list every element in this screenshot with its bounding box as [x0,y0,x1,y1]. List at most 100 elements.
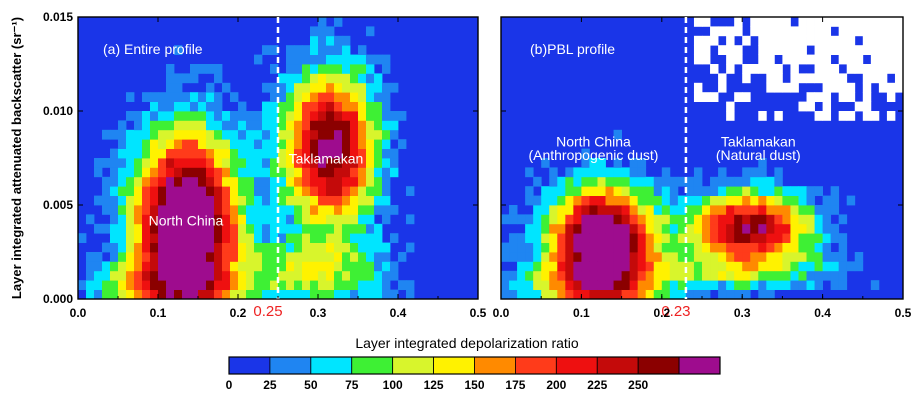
heatmap-cell [158,280,167,290]
heatmap-cell [318,82,327,93]
heatmap-cell [350,214,359,225]
heatmap-cell [326,195,335,206]
heatmap-cell [342,289,351,300]
heatmap-cell [150,205,159,215]
heatmap-cell [134,252,143,262]
heatmap-cell [174,148,183,159]
heatmap-cell [358,186,367,196]
no-data-cell [814,45,823,55]
no-data-cell [790,54,799,65]
heatmap-cell [693,270,703,281]
heatmap-cell [358,233,367,243]
no-data-cell [774,82,783,93]
heatmap-cell [549,270,558,281]
heatmap-cell [382,82,391,93]
heatmap-cell [382,280,391,290]
heatmap-cell [533,233,542,243]
heatmap-cell [557,186,566,196]
y-axis-title: Layer integrated attenuated backscatter … [9,17,24,299]
heatmap-cell [350,148,359,159]
heatmap-cell [350,270,359,281]
no-data-cell [894,82,904,93]
heatmap-cell [278,129,287,140]
heatmap-cell [190,148,199,159]
heatmap-cell [310,35,319,46]
heatmap-cell [326,73,335,84]
heatmap-cell [597,195,606,206]
heatmap-cell [190,270,199,281]
heatmap-cell [838,233,848,243]
heatmap-cell [166,73,175,84]
heatmap-cell [605,195,614,206]
no-data-cell [790,64,799,74]
heatmap-cell [734,205,743,215]
heatmap-cell [134,111,143,121]
heatmap-cell [318,233,327,243]
heatmap-cell [118,195,127,206]
heatmap-cell [190,214,199,225]
heatmap-cell [286,45,295,55]
heatmap-cell [541,252,550,262]
heatmap-cell [366,176,375,187]
heatmap-cell [326,242,335,253]
heatmap-cell [366,205,375,215]
heatmap-cell [182,129,191,140]
heatmap-cell [190,129,199,140]
heatmap-cell [350,82,359,93]
heatmap-cell [270,214,279,225]
heatmap-cell [318,186,327,196]
heatmap-cell [573,261,582,272]
heatmap-cell [198,158,207,168]
heatmap-cell [238,195,247,206]
heatmap-cell [774,195,783,206]
heatmap-cell [262,214,271,225]
heatmap-cell [286,195,295,206]
heatmap-cell [278,289,287,300]
heatmap-cell [390,270,399,281]
heatmap-cell [358,54,367,65]
heatmap-cell [533,261,542,272]
no-data-cell [766,35,775,46]
no-data-cell [806,73,815,84]
colorbar-label: 225 [587,378,607,392]
heatmap-cell [366,195,375,206]
heatmap-cell [110,252,119,262]
heatmap-cell [589,195,598,206]
heatmap-cell [750,280,759,290]
heatmap-cell [206,252,215,262]
heatmap-cell [693,280,703,290]
heatmap-cell [262,111,271,121]
colorbar-segment [228,356,271,375]
heatmap-cell [541,261,550,272]
heatmap-cell [734,289,743,300]
heatmap-cell [214,223,223,234]
heatmap-cell [573,186,582,196]
panel-a: 0.25 (a) Entire profile North China Takl… [43,10,487,320]
heatmap-cell [334,242,343,253]
heatmap-cell [573,280,582,290]
heatmap-cell [382,195,391,206]
heatmap-cell [501,270,510,281]
no-data-cell [726,101,735,112]
heatmap-cell [734,252,743,262]
no-data-cell [886,45,896,55]
no-data-cell [846,35,856,46]
heatmap-cell [517,261,526,272]
heatmap-cell [286,214,295,225]
heatmap-cell [302,233,311,243]
no-data-cell [774,45,783,55]
heatmap-cell [798,280,807,290]
heatmap-cell [278,261,287,272]
heatmap-cell [302,129,311,140]
heatmap-cell [174,92,183,102]
colorbar: 0 25 50 75 100 125 150 175 200 225 250 [226,356,721,392]
heatmap-cell [758,270,767,281]
heatmap-cell [134,205,143,215]
heatmap-cell [214,205,223,215]
heatmap-cell [790,195,799,206]
heatmap-cell [294,233,303,243]
heatmap-cell [270,186,279,196]
heatmap-cell [214,120,223,131]
heatmap-cell [286,252,295,262]
heatmap-cell [150,270,159,281]
